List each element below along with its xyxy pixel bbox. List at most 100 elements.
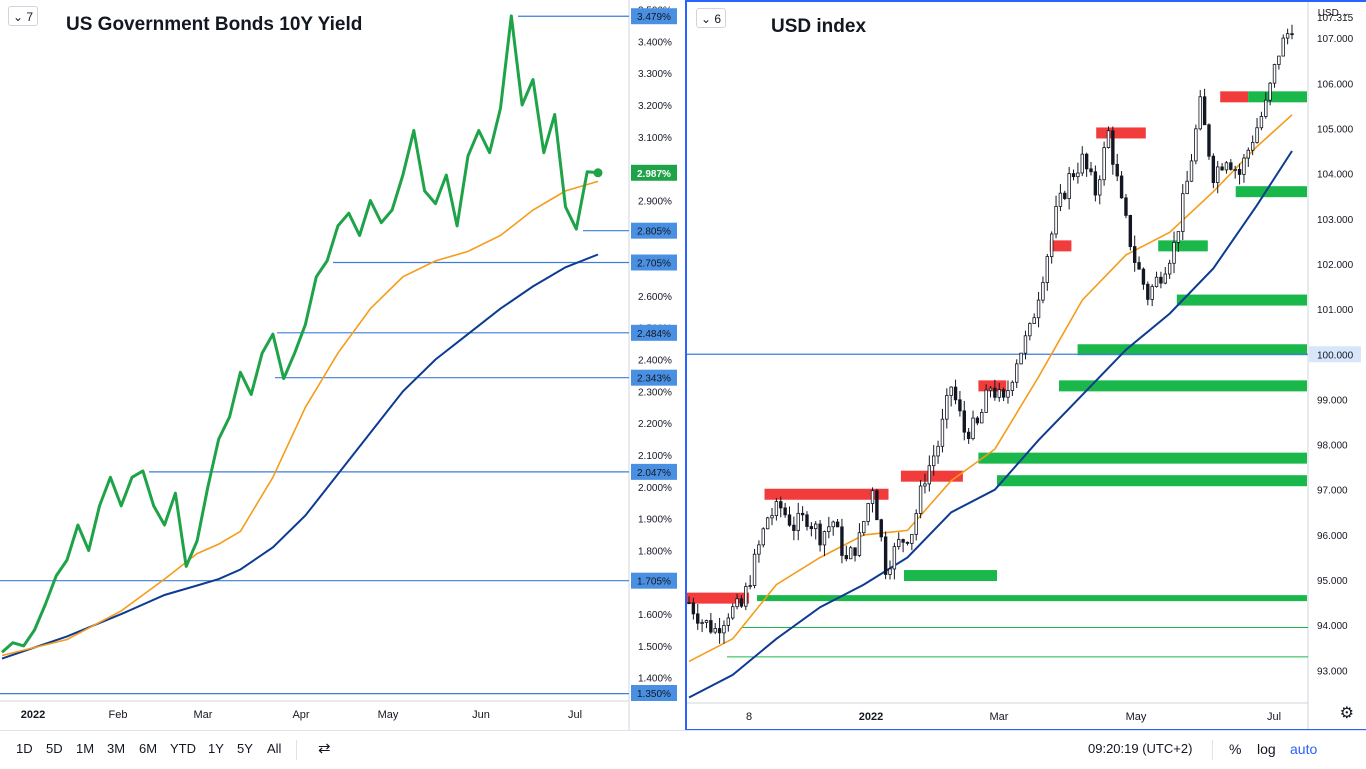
candle-body [857,532,862,556]
price-tick-label: 1.600% [638,610,672,621]
candle-body [1119,175,1124,199]
collapse-badge-right[interactable]: ⌄ 6 [696,8,727,28]
price-tick-label: 2.100% [638,451,672,462]
gear-icon[interactable]: ⚙ [1339,705,1354,722]
chevron-down-icon: ⌄ [1341,8,1350,19]
support-zone[interactable] [757,595,1307,602]
yield-chart-canvas[interactable]: 3.500%3.400%3.300%3.200%3.100%2.900%2.70… [0,0,682,730]
price-tick-label: 1.800% [638,546,672,557]
price-tick-label: 1.500% [638,642,672,653]
timeframe-6m[interactable]: 6M [139,741,158,756]
candle-body [774,501,779,517]
price-tick-label: 103.000 [1317,215,1354,226]
timeframe-5y[interactable]: 5Y [237,741,253,756]
candle-body [1106,130,1111,148]
candle-body [1049,233,1054,257]
usd-chart-pane[interactable]: 107.315 107.000 106.000 105.000 104.000 103.0… [685,0,1366,731]
price-tick-label: 2.600% [638,292,672,303]
candle-body [765,517,770,530]
candle-body [949,386,953,396]
support-zone[interactable] [1059,380,1307,392]
candle-body [931,455,936,467]
resistance-zone[interactable] [1220,91,1249,103]
candle-body [735,598,739,608]
resistance-zone[interactable] [978,380,1007,392]
candle-body [918,485,923,514]
candle-body [844,555,849,560]
auto-toggle[interactable]: auto [1290,741,1318,757]
support-zone[interactable] [1235,186,1307,198]
last-price-tag [631,164,677,181]
timeframe-3m[interactable]: 3M [107,741,126,756]
candle-body [717,628,722,634]
candle-body [1207,124,1211,157]
price-tick-label: 106.000 [1317,79,1354,90]
candle-body [792,524,796,531]
candle-body [1015,363,1019,383]
candle-body [1268,82,1272,101]
candle-body [800,512,805,516]
candle-body [696,613,700,624]
currency-selector[interactable]: USD ⌄ [1318,8,1350,19]
candle-body [809,526,814,530]
moving-average-slow-line [1,253,599,660]
price-tick-label: 1.900% [638,515,672,526]
timeframe-all[interactable]: All [267,741,282,756]
candle-body [853,547,857,556]
candle-body [1176,231,1181,243]
resistance-zone[interactable] [1049,240,1072,252]
percent-toggle[interactable]: % [1229,741,1242,757]
price-tick-label: 95.000 [1317,576,1348,587]
candle-body [897,539,901,548]
candle-body [883,536,888,575]
support-zone[interactable] [997,475,1307,487]
candle-body [779,501,783,509]
resistance-zone[interactable] [687,592,749,604]
candle-body [1063,192,1067,199]
timeframe-ytd[interactable]: YTD [170,741,196,756]
clock: 09:20:19 (UTC+2) [1088,741,1193,756]
candle-body [1041,282,1045,301]
candle-body [1246,149,1251,159]
price-tick-label: 99.000 [1317,395,1348,406]
candle-body [1093,171,1098,196]
candle-body [827,526,831,532]
resistance-zone[interactable] [900,470,963,482]
support-zone[interactable] [1248,91,1307,103]
timeframe-5d[interactable]: 5D [46,741,63,756]
yield-chart-pane[interactable]: 3.500%3.400%3.300%3.200%3.100%2.900%2.70… [0,0,682,730]
resistance-zone[interactable] [764,488,889,500]
log-toggle[interactable]: log [1257,741,1276,757]
price-tick-label: 105.000 [1317,124,1354,135]
support-zone[interactable] [904,570,997,582]
support-zone[interactable] [1158,240,1208,252]
price-tick-label: 96.000 [1317,531,1348,542]
candle-body [1281,37,1285,57]
price-tick-label: 98.000 [1317,441,1348,452]
timeframe-1m[interactable]: 1M [76,741,95,756]
date-range-icon[interactable]: ⇄ [318,740,331,757]
collapse-badge-left[interactable]: ⌄ 7 [8,6,39,26]
support-zone[interactable] [1077,344,1307,356]
yield-price-line [1,14,599,654]
candle-body [1290,33,1294,36]
timeframe-1y[interactable]: 1Y [208,741,224,756]
price-tick-label: 107.000 [1317,34,1354,45]
candle-body [1067,173,1071,199]
candle-body [875,490,879,521]
candle-body [739,598,744,607]
resistance-zone[interactable] [1096,127,1146,139]
level-price-tag-label: 2.047% [637,468,671,479]
candle-body [1163,273,1167,284]
support-zone[interactable] [1176,294,1307,306]
candle-body [962,410,966,433]
candle-body [730,606,735,619]
usd-chart-canvas[interactable]: 107.315 107.000 106.000 105.000 104.000 103.0… [687,2,1366,729]
support-zone[interactable] [978,452,1307,464]
candle-body [822,531,827,546]
candle-body [879,519,883,538]
timeframe-1d[interactable]: 1D [16,741,33,756]
candle-body [687,602,691,605]
time-tick-label: 2022 [21,709,45,721]
price-tick-label: 2.400% [638,356,672,367]
